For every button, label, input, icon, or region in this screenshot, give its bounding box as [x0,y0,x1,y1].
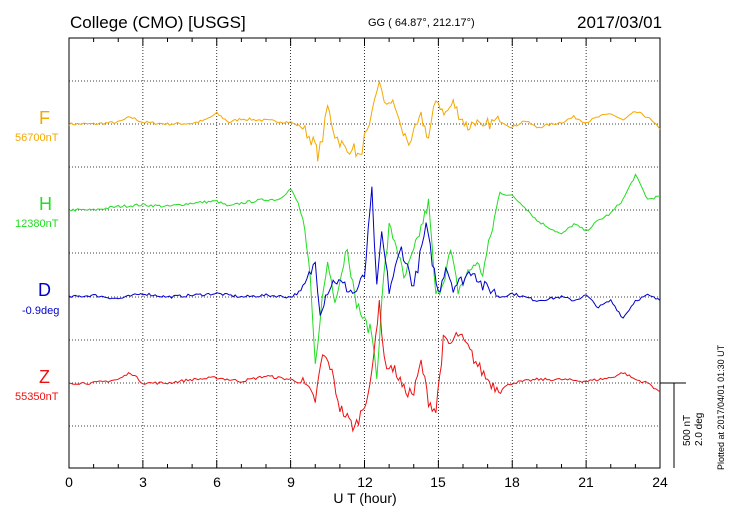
x-tick-label: 9 [287,474,295,490]
x-tick-label: 3 [139,474,147,490]
x-ticks [68,38,661,468]
x-tick-label: 12 [357,474,373,490]
series-baseline-h: 12380nT [15,218,59,230]
x-tick-label: 6 [213,474,221,490]
series-name-f: F [39,108,50,128]
x-tick-label: 18 [504,474,520,490]
series-baseline-f: 56700nT [15,132,59,144]
station-title: College (CMO) [USGS] [70,13,246,32]
scale-label-nt: 500 nT [682,414,693,446]
series-name-h: H [39,194,52,214]
series-name-d: D [38,280,51,300]
x-tick-label: 0 [65,474,73,490]
series-name-z: Z [39,367,50,387]
series-line-h [68,173,661,379]
coordinates: GG ( 64.87°, 212.17°) [368,17,475,29]
plotted-note: Plotted at 2017/04/01 01:30 UT [716,344,726,470]
series-line-d [68,186,661,319]
plot-frame [68,37,661,469]
grid-lines [69,38,660,468]
scale-label-deg: 2.0 deg [694,412,705,446]
x-axis-label: U T (hour) [333,490,397,506]
series-lines [68,79,661,433]
series-baseline-d: -0.9deg [22,305,60,317]
series-baseline-z: 55350nT [15,391,59,403]
date-label: 2017/03/01 [577,13,663,32]
x-tick-label: 15 [430,474,446,490]
x-tick-label: 21 [578,474,594,490]
series-line-f [68,79,661,162]
series-line-z [69,299,661,433]
scale-bar [660,382,686,468]
x-tick-label: 24 [652,474,668,490]
